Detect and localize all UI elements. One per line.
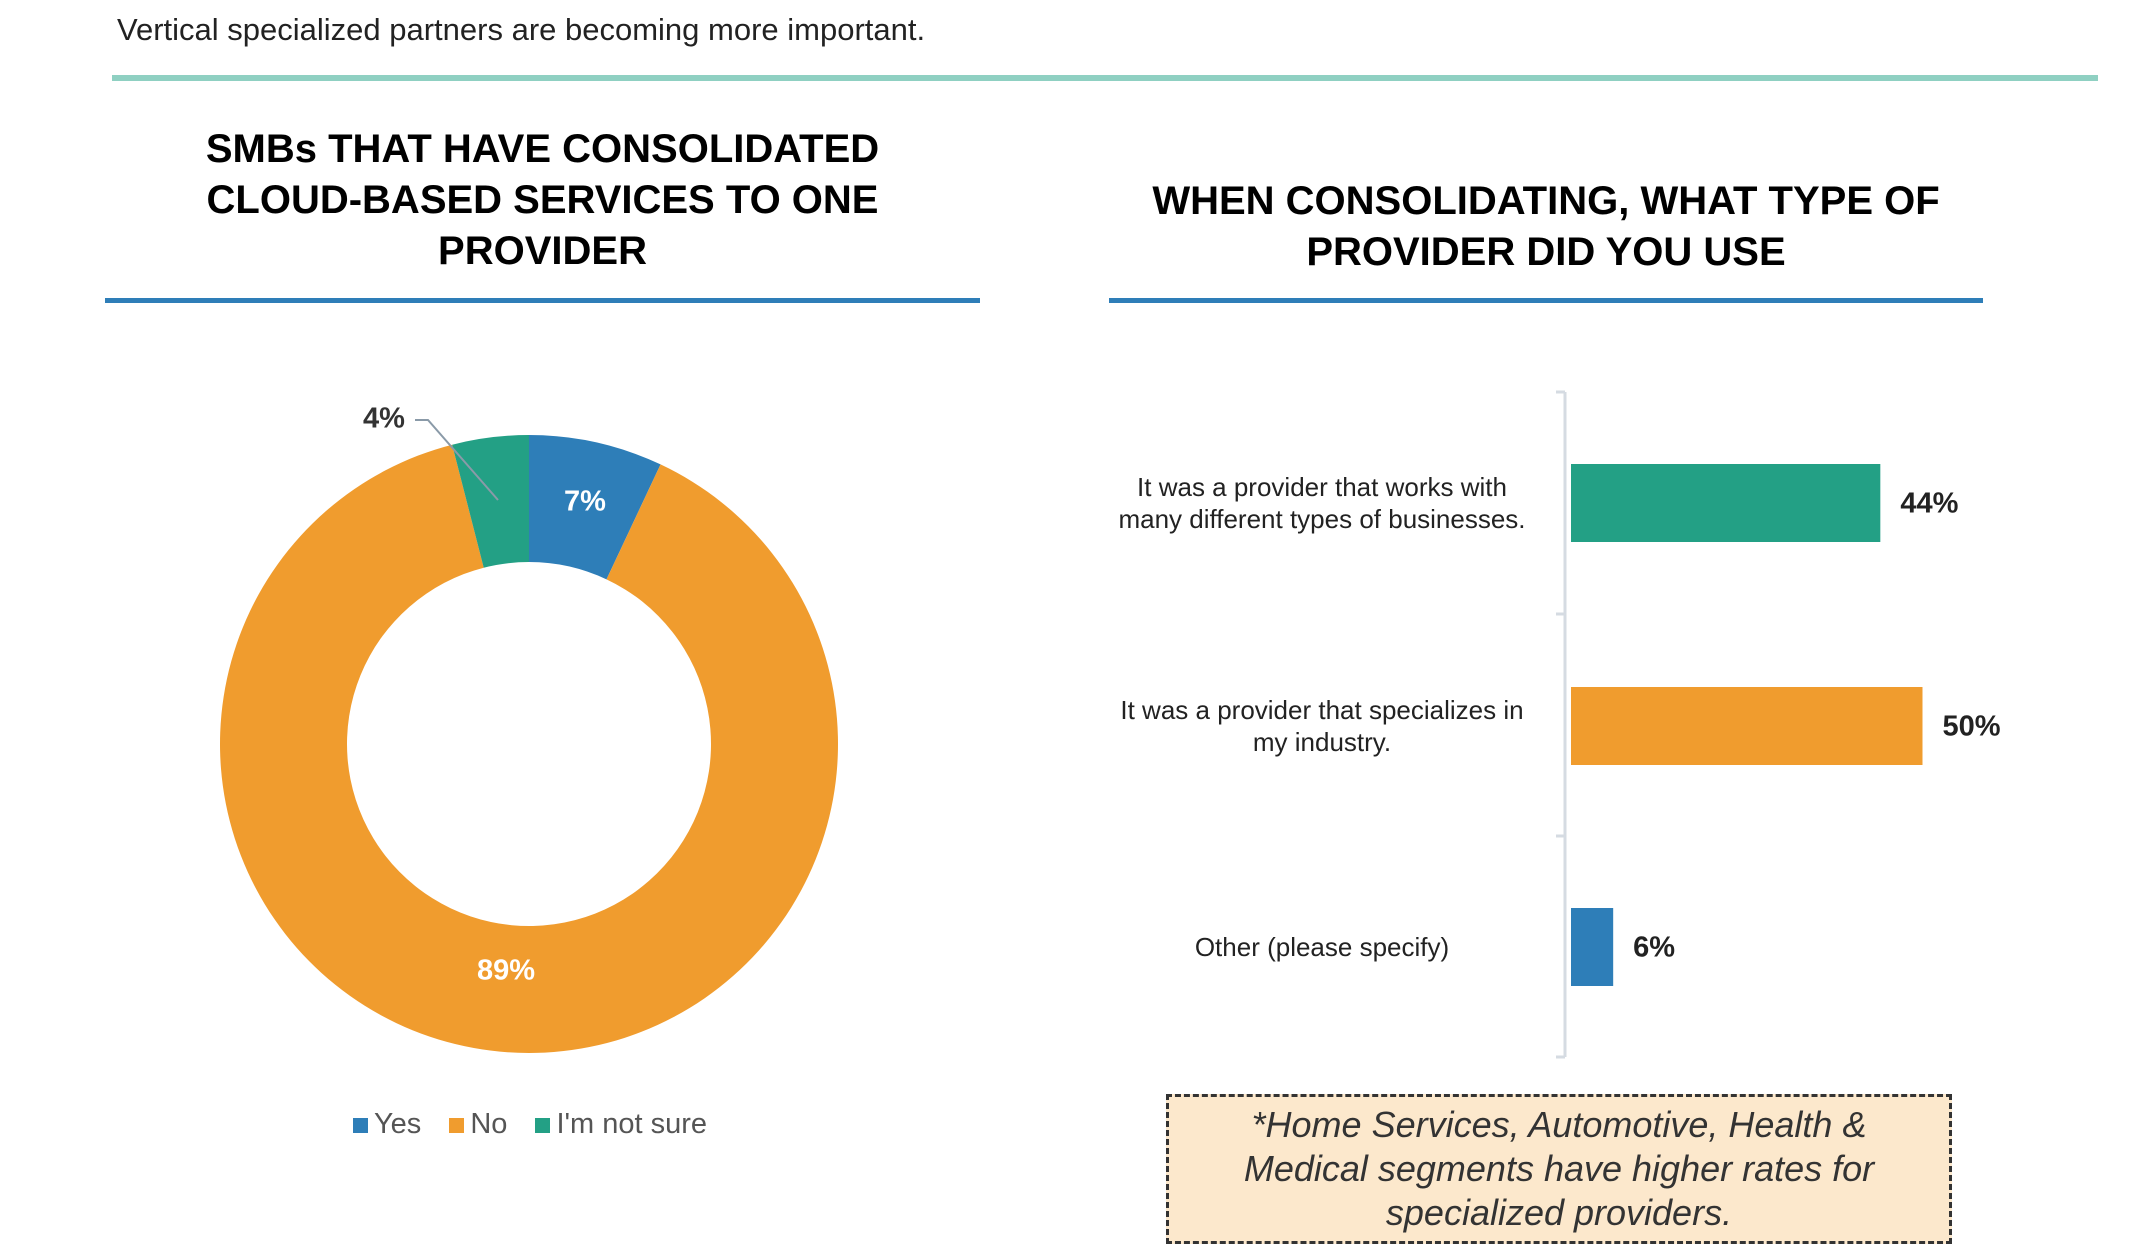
donut-leader-line xyxy=(415,419,499,501)
bar-value-label: 50% xyxy=(1943,711,2001,743)
bar-chart-title: WHEN CONSOLIDATING, WHAT TYPE OF PROVIDE… xyxy=(1109,176,1983,278)
donut-label-no: 89% xyxy=(477,955,535,987)
legend-swatch xyxy=(535,1117,551,1133)
bar-0 xyxy=(1571,464,1881,542)
title-line: PROVIDER DID YOU USE xyxy=(1306,230,1786,274)
title-line: CLOUD-BASED SERVICES TO ONE xyxy=(206,178,879,222)
legend-item-no: No xyxy=(449,1108,507,1141)
title-line: SMBs THAT HAVE CONSOLIDATED xyxy=(205,127,880,171)
legend-swatch xyxy=(352,1117,368,1133)
title-line: WHEN CONSOLIDATING, WHAT TYPE OF xyxy=(1152,179,1940,223)
legend-label: No xyxy=(470,1108,508,1140)
donut-slice-1 xyxy=(219,444,838,1054)
legend-swatch xyxy=(449,1117,465,1133)
legend-item-yes: Yes xyxy=(352,1108,422,1141)
legend-item-not-sure: I'm not sure xyxy=(535,1108,707,1141)
title-line: PROVIDER xyxy=(438,229,647,273)
bar-1 xyxy=(1571,687,1923,765)
legend-label: Yes xyxy=(373,1108,422,1140)
title-underline xyxy=(105,298,980,303)
accent-divider xyxy=(112,75,2098,81)
donut-legend: Yes No I'm not sure xyxy=(0,1108,1060,1141)
bar-category-label: It was a provider that specializes in my… xyxy=(1120,695,1524,757)
title-underline xyxy=(1109,298,1983,303)
bar-category-label: Other (please specify) xyxy=(1194,932,1450,962)
donut-label-not-sure: 4% xyxy=(363,403,405,435)
footnote-box: *Home Services, Automotive, Health & Med… xyxy=(1166,1094,1952,1244)
donut-slice-0 xyxy=(529,435,661,580)
donut-chart-title: SMBs THAT HAVE CONSOLIDATED CLOUD-BASED … xyxy=(105,124,980,277)
donut-label-yes: 7% xyxy=(564,486,606,518)
bar-category-label: It was a provider that works with many d… xyxy=(1118,472,1526,534)
bar-2 xyxy=(1571,908,1614,986)
slide-subtitle: Vertical specialized partners are becomi… xyxy=(117,12,926,47)
legend-label: I'm not sure xyxy=(556,1108,708,1140)
bar-value-label: 44% xyxy=(1900,488,1958,520)
bar-value-label: 6% xyxy=(1633,932,1675,964)
